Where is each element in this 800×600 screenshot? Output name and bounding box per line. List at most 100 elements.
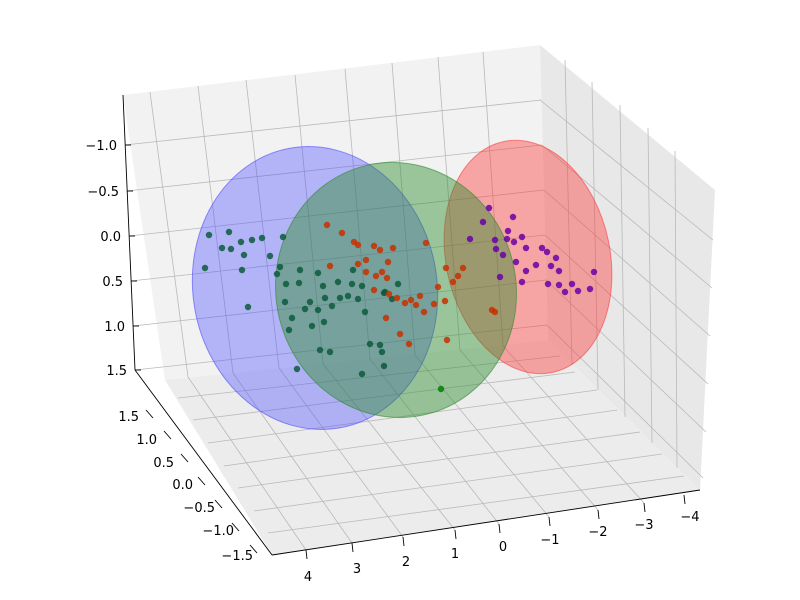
scatter-point: [532, 261, 540, 269]
y-tick-label: 1.0: [136, 433, 157, 448]
scatter-point: [459, 264, 467, 272]
scatter-point: [538, 244, 546, 252]
scatter-point: [354, 295, 362, 303]
scatter-point: [321, 294, 329, 302]
scatter-point: [378, 268, 386, 276]
scatter-point: [354, 260, 362, 268]
scatter-point: [326, 348, 334, 356]
scatter-point: [504, 227, 512, 235]
scatter-point: [237, 238, 245, 246]
scatter-point: [401, 299, 409, 307]
x-tick-label: −1: [540, 533, 559, 548]
scatter-point: [382, 314, 390, 322]
x-tick-label: −2: [588, 525, 607, 540]
scatter-point: [574, 287, 582, 295]
scatter-point: [420, 308, 428, 316]
scatter-point: [362, 256, 370, 264]
scatter-point: [240, 251, 248, 259]
scatter-point: [370, 286, 378, 294]
blue-ellipsoid: [191, 146, 439, 430]
scatter-point: [518, 278, 526, 286]
scatter-point: [244, 303, 252, 311]
x-tick-label: −4: [680, 510, 699, 525]
scatter-point: [407, 296, 415, 304]
scatter-point: [295, 279, 303, 287]
scatter-point: [441, 297, 449, 305]
scatter-point: [316, 346, 324, 354]
scatter-point: [412, 301, 420, 309]
scatter-point: [491, 236, 499, 244]
scatter-point: [518, 233, 526, 241]
x-tick-label: 2: [402, 555, 410, 570]
x-tick-label: 0: [499, 540, 507, 555]
scatter-point: [372, 272, 380, 280]
scatter-point: [225, 228, 233, 236]
x-tick-label: 4: [304, 570, 312, 585]
scatter-point: [405, 340, 413, 348]
floor-pane-grid: [177, 345, 685, 551]
x-tick-label: 1: [451, 547, 459, 562]
scatter-point: [276, 263, 284, 271]
scatter-point: [358, 370, 366, 378]
scatter-point: [293, 365, 301, 373]
axis-frame: [122, 94, 701, 556]
scatter-point: [430, 300, 438, 308]
scatter-point: [218, 244, 226, 252]
scatter-point: [394, 280, 402, 288]
z-tick-label: −0.5: [87, 185, 119, 200]
scatter-point: [561, 288, 569, 296]
scatter-point: [279, 233, 287, 241]
z-tick-label: 0.5: [102, 275, 123, 290]
scatter-point: [344, 292, 352, 300]
z-tick-label: 1.5: [106, 364, 127, 379]
scatter-point: [348, 280, 356, 288]
scatter-point: [248, 236, 256, 244]
x-tick-label: −3: [634, 518, 653, 533]
scatter-point: [543, 248, 551, 256]
scatter-point: [383, 274, 391, 282]
scatter-point: [349, 266, 357, 274]
y-tick-label: 0.5: [153, 456, 174, 471]
scatter-point: [434, 283, 442, 291]
scatter-point: [366, 340, 374, 348]
scatter-point: [273, 270, 281, 278]
y-tick-label: 1.5: [118, 410, 139, 425]
scatter-point: [396, 330, 404, 338]
scatter-point: [301, 305, 309, 313]
scatter-point: [320, 318, 328, 326]
scatter-point: [590, 268, 598, 276]
scatter-point: [512, 258, 520, 266]
x-axis: 4 3 2 1 0 −1 −2 −3 −4: [304, 494, 700, 585]
scatter-point: [555, 267, 563, 275]
scatter-point: [314, 269, 322, 277]
scatter-point: [384, 258, 392, 266]
scatter-point: [568, 280, 576, 288]
scatter-point: [308, 322, 316, 330]
floor-pane: [165, 340, 700, 555]
scatter-point: [205, 231, 213, 239]
scatter-point: [388, 295, 396, 303]
scatter-point: [499, 251, 507, 259]
scatter-point: [449, 278, 457, 286]
scatter-point: [314, 306, 322, 314]
scatter-point: [285, 326, 293, 334]
z-tick-label: 0.0: [100, 230, 121, 245]
scatter-point: [547, 262, 555, 270]
z-tick-label: −1.0: [85, 139, 117, 154]
y-tick-label: 0.0: [172, 478, 193, 493]
scatter-point: [296, 266, 304, 274]
cluster-ellipsoids: [191, 139, 613, 430]
scatter-point: [323, 221, 331, 229]
scatter-point: [466, 235, 474, 243]
scatter-point: [282, 280, 290, 288]
scatter-point: [376, 341, 384, 349]
scatter-point: [496, 273, 504, 281]
z-tick-label: 1.0: [104, 320, 125, 335]
scatter-point: [266, 252, 274, 260]
scatter-point: [389, 244, 397, 252]
scatter-points: [201, 204, 598, 393]
scatter-point: [522, 267, 530, 275]
scatter-point: [443, 336, 451, 344]
scatter-point: [492, 245, 500, 253]
